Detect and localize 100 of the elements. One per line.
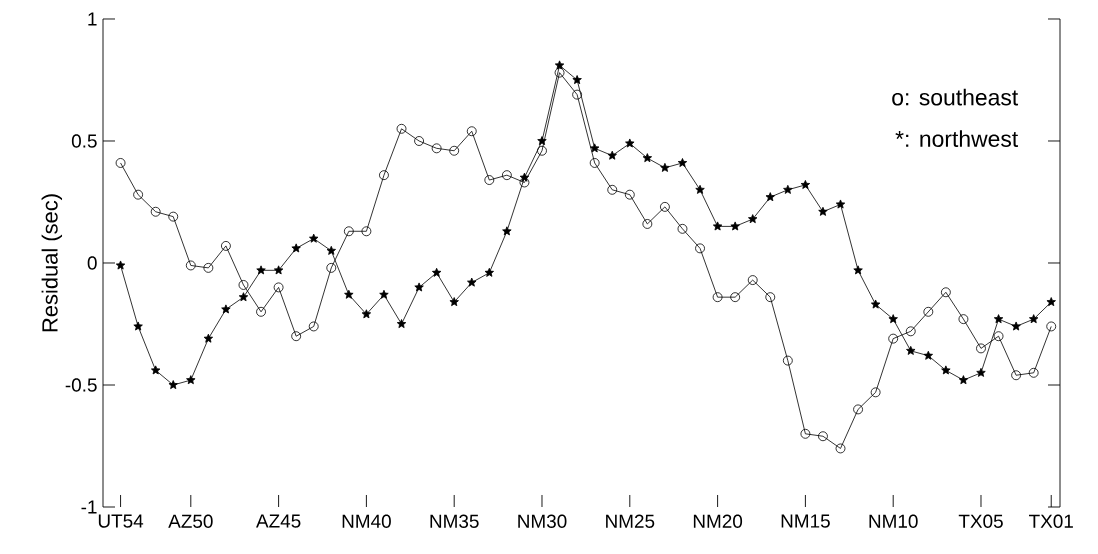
point <box>1011 321 1021 331</box>
point <box>168 380 178 390</box>
point <box>151 365 161 375</box>
x-tick-label: NM35 <box>430 514 479 528</box>
point <box>273 265 284 275</box>
point <box>941 365 951 375</box>
point <box>361 309 372 319</box>
point <box>624 189 635 200</box>
point <box>326 245 336 255</box>
point <box>870 299 881 309</box>
point <box>115 260 126 270</box>
point <box>642 153 653 163</box>
point <box>905 326 916 337</box>
point <box>203 262 214 273</box>
point <box>888 333 899 344</box>
y-tick-label: -1 <box>81 500 97 514</box>
point <box>484 175 495 185</box>
y-tick-label: 0 <box>87 256 97 270</box>
point <box>800 428 811 439</box>
point <box>537 136 547 146</box>
point <box>695 184 705 194</box>
point <box>519 177 530 188</box>
point <box>572 89 583 100</box>
point <box>835 199 846 209</box>
point <box>238 280 249 290</box>
point <box>818 206 828 216</box>
point <box>660 201 670 212</box>
point <box>449 297 459 307</box>
point <box>923 306 934 317</box>
point <box>800 180 811 189</box>
y-tick-label: 1 <box>88 12 97 26</box>
point <box>818 431 828 442</box>
point <box>379 170 389 181</box>
point <box>221 304 231 314</box>
point <box>888 314 898 324</box>
point <box>572 75 582 85</box>
point <box>783 184 793 194</box>
point <box>256 306 266 317</box>
point <box>133 189 144 200</box>
point <box>958 375 969 385</box>
y-tick-label: -0.5 <box>65 378 97 392</box>
point <box>765 292 776 303</box>
point <box>625 138 635 148</box>
point <box>467 277 477 287</box>
x-tick-label: TX05 <box>958 514 1003 528</box>
point <box>501 170 512 181</box>
point <box>115 158 126 168</box>
point <box>309 233 319 243</box>
x-tick-label: TX01 <box>1029 514 1073 528</box>
point <box>660 162 670 172</box>
annotation: o: southeast <box>892 88 1019 106</box>
point <box>308 321 319 332</box>
point <box>185 260 196 271</box>
point <box>589 143 600 153</box>
point <box>396 123 407 134</box>
point <box>186 375 196 385</box>
point <box>238 292 249 302</box>
point <box>150 206 161 217</box>
point <box>344 289 354 299</box>
point <box>221 241 231 251</box>
point <box>343 226 354 237</box>
point <box>431 143 442 154</box>
point <box>203 333 214 343</box>
point <box>677 158 688 167</box>
point <box>642 219 653 229</box>
point <box>168 211 179 222</box>
x-tick-label: NM15 <box>781 514 830 528</box>
point <box>607 184 618 195</box>
point <box>923 350 933 360</box>
x-tick-label: AZ50 <box>168 514 213 528</box>
annotation: *: northwest <box>895 130 1019 147</box>
point <box>379 289 389 299</box>
y-axis-title: Residual (sec) <box>41 194 63 332</box>
point <box>940 287 951 298</box>
point <box>906 345 916 355</box>
point <box>993 314 1004 324</box>
point <box>976 367 986 377</box>
x-tick-label: NM30 <box>518 514 567 528</box>
point <box>730 292 741 303</box>
point <box>291 331 302 342</box>
point <box>747 275 758 285</box>
point <box>712 221 723 231</box>
point <box>502 226 512 236</box>
y-tick-label: 0.5 <box>71 134 97 148</box>
point <box>133 321 143 331</box>
point <box>273 282 284 293</box>
x-tick-label: NM20 <box>693 514 743 528</box>
point <box>589 158 600 168</box>
point <box>835 443 846 454</box>
point <box>554 67 565 78</box>
point <box>853 265 863 275</box>
point <box>1046 321 1057 332</box>
point <box>870 387 881 398</box>
point <box>449 145 460 156</box>
point <box>414 282 424 292</box>
point <box>554 60 565 70</box>
point <box>519 172 530 182</box>
point <box>361 226 372 237</box>
point <box>765 192 775 202</box>
point <box>712 292 723 303</box>
